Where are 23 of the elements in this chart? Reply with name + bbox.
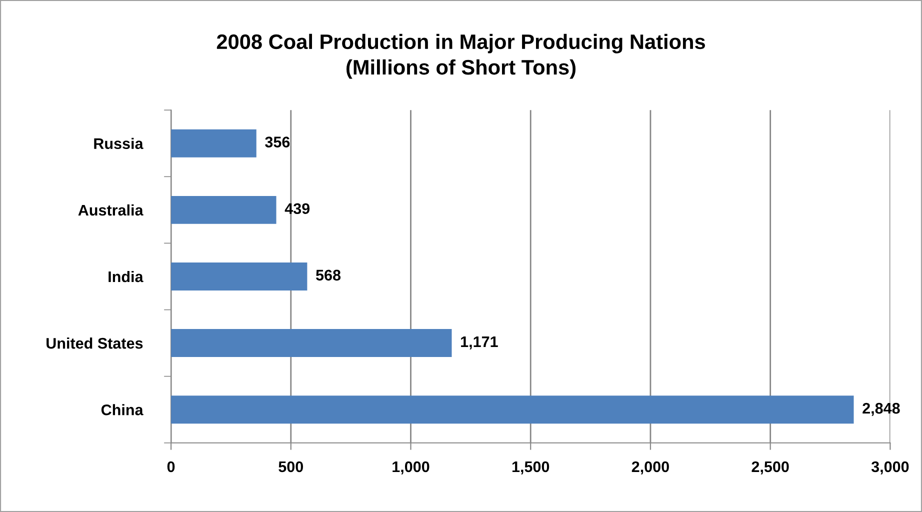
x-tick-label: 500 — [278, 461, 304, 472]
x-tick-label: 2,500 — [752, 461, 789, 474]
x-tick-label: 1,000 — [392, 461, 430, 474]
data-label: 1,171 — [461, 336, 498, 350]
x-tick-label: 2,000 — [632, 461, 669, 474]
bar — [171, 396, 854, 424]
x-tick-label: 1,500 — [512, 461, 550, 474]
bar — [171, 196, 276, 224]
y-tick-label: Russia — [94, 138, 144, 150]
x-tick-label: 0 — [167, 461, 175, 472]
data-label: 2,848 — [862, 402, 900, 416]
data-label: 439 — [284, 203, 310, 214]
y-tick-label: United States — [46, 338, 143, 349]
data-label: 568 — [316, 270, 341, 281]
chart-title: 2008 Coal Production in Major Producing Nations (Millions of Short Tons) — [216, 34, 705, 79]
x-tick-label: 3,000 — [871, 461, 909, 474]
bar — [171, 129, 256, 158]
data-label: 356 — [265, 136, 290, 148]
y-tick-label: India — [108, 270, 144, 282]
bar — [171, 262, 308, 290]
y-tick-label: Australia — [78, 204, 144, 216]
y-tick-label: China — [101, 404, 144, 416]
bar — [171, 329, 452, 358]
